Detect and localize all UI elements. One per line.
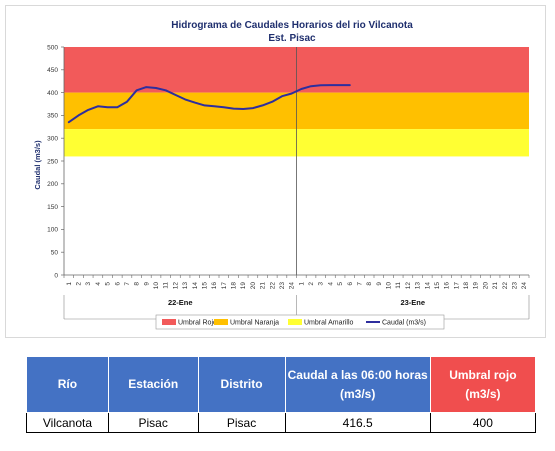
y-axis-label: Caudal (m3/s) bbox=[33, 140, 42, 190]
y-tick-label: 200 bbox=[47, 181, 58, 188]
cell-distrito: Pisac bbox=[197, 412, 286, 433]
x-tick-label: 17 bbox=[453, 282, 460, 290]
header-caudal: Caudal a las 06:00 horas (m3/s) bbox=[284, 356, 431, 413]
table-header-row: Río Estación Distrito Caudal a las 06:00… bbox=[26, 356, 537, 413]
x-tick-label: 3 bbox=[85, 282, 92, 286]
x-tick-label: 16 bbox=[211, 282, 218, 290]
y-tick-label: 500 bbox=[47, 44, 58, 51]
cell-umbral: 400 bbox=[429, 412, 537, 433]
x-tick-label: 5 bbox=[105, 282, 112, 286]
x-tick-label: 2 bbox=[308, 282, 315, 286]
hydrograph-chart: Hidrograma de Caudales Horarios del rio … bbox=[33, 20, 530, 330]
x-tick-label: 8 bbox=[134, 282, 141, 286]
y-tick-label: 150 bbox=[47, 204, 58, 211]
y-tick-label: 350 bbox=[47, 113, 58, 120]
x-tick-label: 19 bbox=[473, 282, 480, 290]
header-rio: Río bbox=[26, 356, 109, 413]
x-tick-label: 18 bbox=[231, 282, 238, 290]
x-tick-label: 6 bbox=[114, 282, 121, 286]
cell-estacion: Pisac bbox=[107, 412, 199, 433]
header-distrito: Distrito bbox=[197, 356, 286, 413]
cell-rio: Vilcanota bbox=[26, 412, 109, 433]
legend-label: Umbral Amarillo bbox=[304, 320, 354, 327]
x-tick-label: 20 bbox=[250, 282, 257, 290]
x-tick-label: 24 bbox=[289, 282, 296, 290]
x-tick-label: 4 bbox=[95, 282, 102, 286]
y-tick-label: 250 bbox=[47, 158, 58, 165]
x-tick-label: 10 bbox=[386, 282, 393, 290]
legend-swatch bbox=[162, 319, 176, 325]
y-tick-label: 50 bbox=[51, 250, 59, 257]
table-row: Vilcanota Pisac Pisac 416.5 400 bbox=[26, 412, 537, 433]
x-tick-label: 10 bbox=[153, 282, 160, 290]
day-label-1: 22-Ene bbox=[168, 298, 193, 307]
x-tick-label: 21 bbox=[260, 282, 267, 290]
x-tick-label: 18 bbox=[463, 282, 470, 290]
legend-label: Umbral Naranja bbox=[230, 320, 279, 327]
chart-title: Hidrograma de Caudales Horarios del rio … bbox=[171, 20, 413, 31]
x-tick-label: 2 bbox=[76, 282, 83, 286]
x-tick-label: 8 bbox=[366, 282, 373, 286]
chart-frame: Hidrograma de Caudales Horarios del rio … bbox=[5, 5, 546, 338]
x-tick-label: 23 bbox=[511, 282, 518, 290]
x-tick-label: 4 bbox=[327, 282, 334, 286]
caudal-series-line bbox=[67, 84, 351, 124]
x-tick-label: 1 bbox=[298, 282, 305, 286]
x-tick-label: 23 bbox=[279, 282, 286, 290]
x-tick-label: 6 bbox=[347, 282, 354, 286]
y-tick-label: 0 bbox=[54, 272, 58, 279]
x-tick-label: 11 bbox=[395, 282, 402, 289]
header-estacion: Estación bbox=[107, 356, 199, 413]
legend-label: Umbral Rojo bbox=[178, 320, 217, 327]
y-tick-label: 300 bbox=[47, 136, 58, 143]
x-tick-label: 22 bbox=[502, 282, 509, 290]
x-tick-label: 20 bbox=[482, 282, 489, 290]
x-tick-label: 15 bbox=[201, 282, 208, 290]
x-tick-label: 7 bbox=[124, 282, 131, 286]
x-tick-label: 1 bbox=[66, 282, 73, 286]
x-tick-label: 22 bbox=[269, 282, 276, 290]
x-tick-label: 17 bbox=[221, 282, 228, 290]
y-tick-label: 450 bbox=[47, 67, 58, 74]
x-tick-label: 21 bbox=[492, 282, 499, 290]
x-tick-label: 11 bbox=[163, 282, 170, 289]
legend-swatch bbox=[214, 319, 228, 325]
legend-label: Caudal (m3/s) bbox=[382, 320, 426, 327]
day-label-2: 23-Ene bbox=[400, 298, 425, 307]
x-tick-label: 13 bbox=[182, 282, 189, 290]
legend-swatch bbox=[288, 319, 302, 325]
x-tick-label: 12 bbox=[405, 282, 412, 290]
x-tick-label: 19 bbox=[240, 282, 247, 290]
x-tick-label: 14 bbox=[192, 282, 199, 290]
x-tick-label: 3 bbox=[318, 282, 325, 286]
y-tick-label: 100 bbox=[47, 227, 58, 234]
x-tick-label: 7 bbox=[356, 282, 363, 286]
x-tick-label: 13 bbox=[415, 282, 422, 290]
chart-subtitle: Est. Pisac bbox=[268, 33, 316, 44]
x-tick-label: 16 bbox=[444, 282, 451, 290]
flow-table: Río Estación Distrito Caudal a las 06:00… bbox=[26, 356, 537, 433]
x-tick-label: 9 bbox=[376, 282, 383, 286]
x-tick-label: 5 bbox=[337, 282, 344, 286]
x-tick-label: 15 bbox=[434, 282, 441, 290]
x-tick-label: 9 bbox=[143, 282, 150, 286]
header-umbral-rojo: Umbral rojo (m3/s) bbox=[429, 356, 537, 413]
cell-caudal: 416.5 bbox=[284, 412, 431, 433]
x-tick-label: 24 bbox=[521, 282, 528, 290]
x-tick-label: 14 bbox=[424, 282, 431, 290]
y-tick-label: 400 bbox=[47, 90, 58, 97]
x-tick-label: 12 bbox=[172, 282, 179, 290]
